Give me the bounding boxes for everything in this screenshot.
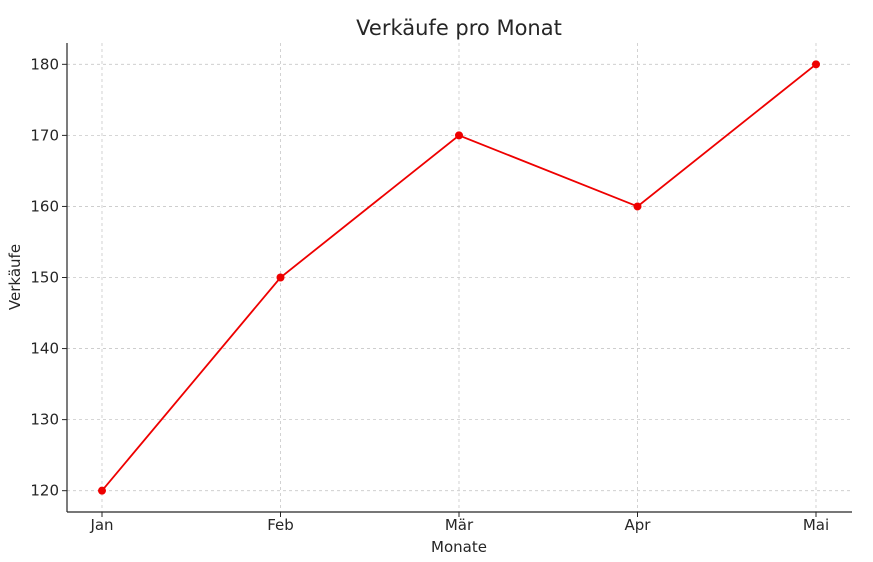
series-layer: [98, 60, 820, 495]
y-tick-label: 120: [30, 482, 59, 500]
data-point: [633, 202, 642, 211]
y-tick-label: 130: [30, 411, 59, 429]
y-tick-label: 180: [30, 55, 59, 73]
chart-title: Verkäufe pro Monat: [356, 16, 562, 40]
y-tick-label: 160: [30, 197, 59, 215]
data-point: [98, 486, 106, 495]
data-point: [276, 273, 285, 282]
x-tick-label: Mai: [803, 516, 829, 534]
y-tick-label: 140: [30, 340, 59, 358]
x-tick-label: Feb: [267, 516, 294, 534]
grid: [67, 43, 852, 512]
y-axis-label: Verkäufe: [6, 244, 24, 310]
x-axis-label: Monate: [431, 538, 487, 556]
x-tick-label: Jan: [89, 516, 113, 534]
axes: [62, 43, 852, 517]
tick-labels: Jan Feb Mär Apr Mai 120 130 140 150 160 170 180: [30, 55, 829, 534]
data-point: [455, 131, 463, 140]
y-tick-label: 170: [30, 126, 59, 144]
x-tick-label: Apr: [625, 516, 652, 534]
y-tick-label: 150: [30, 269, 59, 287]
x-tick-label: Mär: [445, 516, 474, 534]
data-point: [812, 60, 820, 69]
